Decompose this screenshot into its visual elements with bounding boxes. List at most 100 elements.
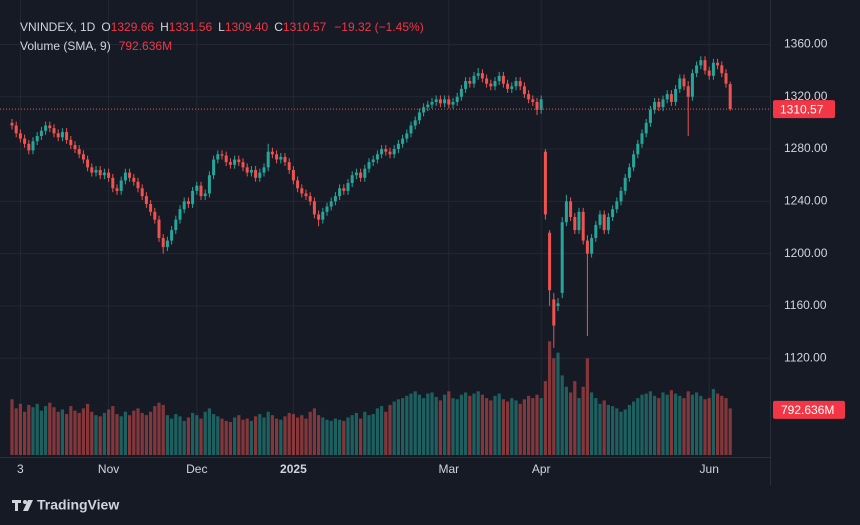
candle-body [161,237,165,248]
candle-body [31,141,35,151]
candle-body [426,104,430,108]
volume-bar [711,389,715,455]
candle-body [493,81,497,87]
volume-bar [220,418,224,455]
volume-bar [69,406,73,455]
candle-body [203,193,207,197]
candle-body [371,159,375,163]
volume-bar [392,401,396,455]
volume-bar [455,399,459,455]
volume-bar [640,394,644,455]
candle-body [283,156,287,163]
candle-body [711,62,715,76]
candle-body [476,73,480,76]
x-tick-label: 3 [17,462,24,476]
candle-body [128,172,132,178]
volume-bar [464,392,468,455]
candle-body [90,167,94,173]
volume-bar [577,398,581,455]
volume-bar [434,396,438,455]
volume-bar [707,398,711,455]
volume-bar [161,404,165,455]
candle-body [485,78,489,84]
candle-body [44,125,48,131]
volume-bar [518,403,522,455]
tradingview-logo: TradingView [12,497,119,513]
volume-bar [140,412,144,455]
candle-body [632,154,636,168]
candle-body [552,299,556,326]
candle-body [48,125,52,129]
candle-body [102,172,106,176]
volume-bar [35,403,39,455]
candles [10,56,732,348]
volume-bar [283,416,287,455]
candle-body [728,84,732,110]
candle-body [598,214,602,225]
volume-bar [317,415,321,455]
x-tick-label: Apr [532,462,551,476]
candle-body [233,159,237,165]
candle-body [409,125,413,134]
volume-bar [556,352,560,455]
volume-bar [396,399,400,455]
candle-body [665,94,669,100]
volume-title: Volume (SMA, 9) [20,39,111,53]
y-tick-label: 1320.00 [784,89,828,103]
volume-bar [10,399,14,455]
candle-body [611,209,615,218]
candle-body [237,159,241,163]
candle-body [291,169,295,181]
candle-body [329,201,333,207]
candle-body [325,206,329,212]
candle-body [228,162,232,165]
volume-bar [182,420,186,455]
volume-bar [405,395,409,455]
candle-body [216,154,220,160]
candle-body [464,81,468,89]
volume-bar [136,408,140,455]
volume-bar [606,404,610,455]
volume-bar [312,408,316,455]
candle-body [640,133,644,144]
volume-bar [81,408,85,455]
volume-bar [451,398,455,455]
volume-bar [602,400,606,455]
y-tick-label: 1280.00 [784,141,828,155]
volume-bar [149,411,153,455]
volume-bar [329,420,333,455]
candle-body [321,211,325,220]
x-tick-label: Mar [438,462,459,476]
volume-bar [308,411,312,455]
candle-body [644,122,648,134]
volume-bar [266,411,270,455]
volume-bar [371,414,375,455]
candle-body [144,196,148,204]
volume-bar [636,398,640,455]
volume-bar [258,414,262,455]
candle-body [548,232,552,291]
volume-bar [619,411,623,455]
readout-key: C [274,20,283,34]
x-tick-label: Jun [700,462,719,476]
candle-body [14,125,18,134]
volume-bar [132,410,136,455]
candle-body [342,188,346,191]
volume-bar [367,415,371,455]
candle-body [472,75,476,84]
volume-bar [333,418,337,455]
volume-bar [170,418,174,455]
volume-bar [443,394,447,455]
volume-bar [195,415,199,455]
candle-body [577,211,581,231]
volume-bar [56,411,60,455]
volume-bar [296,417,300,455]
volume-bar [493,395,497,455]
volume-bar [60,409,64,455]
candle-body [333,196,337,202]
candle-body [111,177,115,189]
volume-bar [720,395,724,455]
candle-body [606,217,610,231]
candle-body [695,65,699,74]
candle-body [191,190,195,204]
